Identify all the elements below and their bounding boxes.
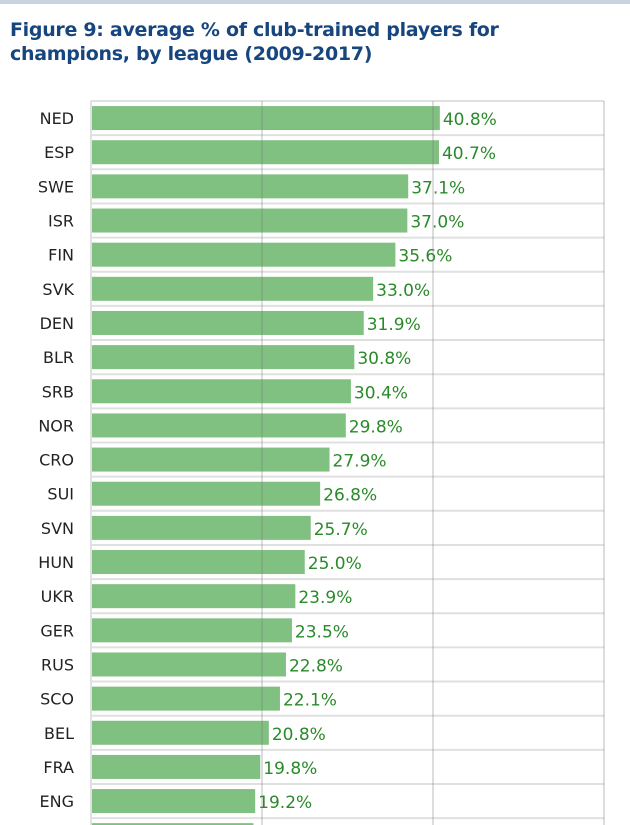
data-label: 26.8%	[323, 486, 377, 506]
bar-blr	[91, 345, 355, 370]
chart-title: Figure 9: average % of club-trained play…	[10, 19, 499, 65]
data-label: 30.4%	[354, 383, 408, 403]
bar-ned	[91, 106, 440, 131]
category-label: ENG	[40, 792, 74, 811]
category-label: GER	[40, 621, 74, 640]
bar-srb	[91, 379, 351, 404]
bar-fra	[91, 754, 261, 779]
category-label: ISR	[48, 212, 74, 231]
category-label: UKR	[41, 587, 74, 606]
data-label: 27.9%	[333, 452, 387, 472]
bar-den	[91, 310, 364, 335]
data-label: 19.2%	[258, 793, 312, 813]
category-label: FIN	[48, 246, 74, 265]
data-label: 30.8%	[357, 349, 411, 369]
bar-hun	[91, 550, 305, 575]
data-label: 25.7%	[314, 520, 368, 540]
category-label: FRA	[43, 758, 74, 777]
data-label: 35.6%	[398, 247, 452, 267]
category-label: SVN	[41, 519, 74, 538]
bar-esp	[91, 140, 439, 165]
category-label: NED	[40, 109, 74, 128]
category-label: BLR	[43, 348, 74, 367]
category-label: RUS	[41, 655, 74, 674]
category-label: SUI	[47, 485, 74, 504]
data-label: 40.8%	[443, 110, 497, 130]
data-label: 29.8%	[349, 417, 403, 437]
category-label: HUN	[38, 553, 74, 572]
data-label: 22.1%	[283, 691, 337, 711]
bar-swe	[91, 174, 409, 199]
data-label: 33.0%	[376, 281, 430, 301]
bar-ukr	[91, 584, 296, 609]
bar-sco	[91, 686, 280, 711]
bar-partial	[91, 823, 254, 825]
category-label: CRO	[39, 451, 74, 470]
bar-bel	[91, 720, 269, 745]
category-label: SCO	[40, 690, 74, 709]
bar-rus	[91, 652, 286, 677]
bar-svn	[91, 515, 311, 540]
top-border	[0, 0, 630, 4]
category-label: SVK	[42, 280, 74, 299]
data-label: 37.0%	[410, 213, 464, 233]
category-label: NOR	[38, 416, 74, 435]
data-label: 40.7%	[442, 144, 496, 164]
category-label: BEL	[44, 724, 74, 743]
bar-fin	[91, 242, 396, 267]
data-label: 25.0%	[308, 554, 362, 574]
bar-sui	[91, 481, 321, 506]
bar-nor	[91, 413, 346, 438]
bar-svk	[91, 276, 374, 301]
category-label: DEN	[40, 314, 74, 333]
bar-cro	[91, 447, 330, 472]
bar-eng	[91, 789, 256, 814]
data-label: 31.9%	[367, 315, 421, 335]
category-label: SWE	[38, 177, 74, 196]
data-label: 37.1%	[411, 178, 465, 198]
bar-isr	[91, 208, 408, 233]
bar-ger	[91, 618, 292, 643]
data-label: 19.8%	[263, 759, 317, 779]
category-label: SRB	[42, 382, 74, 401]
data-label: 23.5%	[295, 622, 349, 642]
data-label: 20.8%	[272, 725, 326, 745]
category-label: ESP	[44, 143, 74, 162]
data-label: 23.9%	[298, 588, 352, 608]
data-label: 22.8%	[289, 656, 343, 676]
